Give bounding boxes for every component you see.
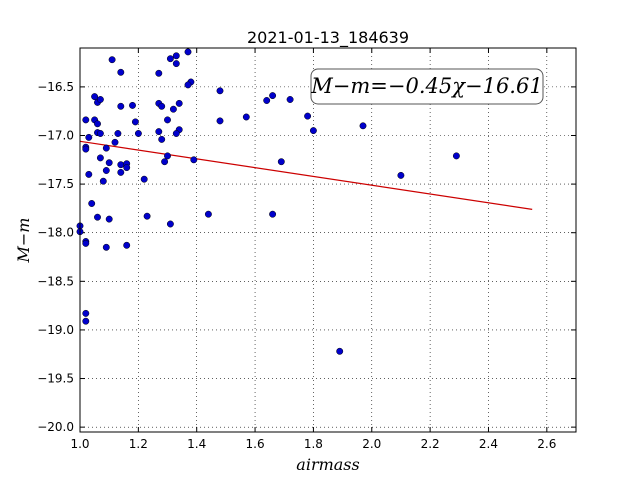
data-point [96,96,104,103]
data-point [143,212,151,220]
x-tick-label: 1.8 [304,437,323,451]
data-point [117,168,125,176]
data-point [111,138,119,146]
x-tick-labels: 1.0 1.2 1.4 1.6 1.8 2.0 2.2 2.4 2.6 [70,437,556,451]
data-point [108,56,116,64]
data-point [94,120,101,128]
annotation-text: M−m=−0.45χ−16.61 [310,74,542,98]
x-tick-label: 2.4 [479,437,498,451]
data-point [117,102,125,110]
y-axis-label: M−m [14,218,33,264]
fit-line [79,140,533,210]
y-tick-label: −17.5 [37,177,74,191]
data-point [190,156,198,164]
x-tick-label: 2.6 [537,437,556,451]
annotation-box: M−m=−0.45χ−16.61 [310,68,544,105]
data-point [117,68,125,76]
data-point [85,133,93,141]
data-point [169,105,177,113]
data-point [161,158,169,166]
data-point [204,210,212,218]
x-axis-label: airmass [296,455,359,474]
y-tick-label: −18.0 [37,226,74,240]
y-tick-label: −18.5 [37,274,74,288]
data-point [102,167,110,174]
data-point [91,93,99,101]
data-point [359,122,367,130]
data-point [99,177,107,185]
y-tick-label: −16.5 [37,80,74,94]
data-point [309,127,317,135]
x-tick-label: 2.0 [362,437,381,451]
data-point [184,48,192,56]
data-point [166,220,174,228]
data-point [397,171,405,179]
data-point [172,130,180,137]
data-point [129,101,136,109]
data-point [88,200,96,207]
data-point [158,102,166,110]
data-point [166,55,174,63]
data-point [269,92,277,100]
annotation-frame [310,68,544,105]
data-point [155,69,163,77]
y-tick-label: −20.0 [37,420,74,434]
data-point [269,210,277,218]
y-tick-label: −19.0 [37,323,74,337]
data-point [96,154,104,162]
data-point [164,152,171,160]
data-point [175,99,183,107]
data-point [114,130,122,137]
x-tick-label: 2.2 [421,437,440,451]
data-point [140,175,148,183]
plot-area [80,48,576,432]
data-point [158,135,166,143]
data-point [117,161,125,169]
chart-title: 2021-01-13_184639 [247,28,409,48]
data-point [172,60,180,68]
x-tick-label: 1.4 [187,437,206,451]
data-point [336,347,344,355]
plot-frame [79,47,577,433]
x-tick-label: 1.6 [246,437,265,451]
data-point [242,113,250,121]
data-point [216,87,224,95]
y-tick-label: −19.5 [37,372,74,386]
data-point [277,158,285,166]
data-point [172,52,180,60]
data-point [123,241,131,249]
data-point [105,159,113,167]
data-point [263,97,271,104]
data-point [102,243,110,251]
data-point [131,118,139,126]
data-point [286,96,294,103]
fit-line-group [79,140,533,210]
x-tick-label: 1.0 [70,437,89,451]
data-point [94,213,101,221]
data-point [105,215,113,223]
data-point [452,152,460,160]
data-point [184,81,192,89]
data-point [96,130,104,137]
data-point [102,144,110,152]
data-point [82,116,90,124]
data-point [82,309,90,317]
data-point [82,317,90,325]
x-tick-label: 1.2 [129,437,148,451]
y-tick-labels: −16.5 −17.0 −17.5 −18.0 −18.5 −19.0 −19.5 −20.0 [37,80,74,434]
y-tick-label: −17.0 [37,128,74,142]
data-point [134,130,142,137]
data-point [123,164,131,172]
data-point [304,112,312,120]
data-point [85,170,93,178]
data-points [76,48,460,355]
data-point [82,145,90,153]
data-point [82,239,90,247]
data-point [155,128,163,136]
data-point [216,117,224,125]
data-point [164,116,171,124]
